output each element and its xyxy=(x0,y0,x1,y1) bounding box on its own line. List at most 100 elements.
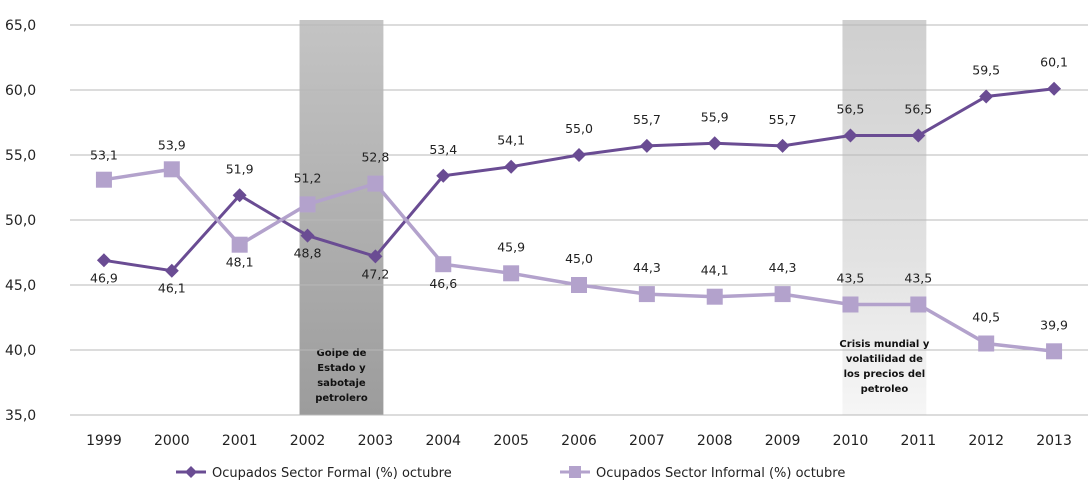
annotation-text: volatilidad de xyxy=(846,354,923,365)
data-label-informal: 48,1 xyxy=(226,255,254,270)
data-point-formal xyxy=(843,128,858,143)
legend-marker-informal xyxy=(569,466,581,478)
data-label-informal: 45,9 xyxy=(497,239,525,254)
data-label-formal: 51,9 xyxy=(226,161,254,176)
data-point-formal xyxy=(911,128,926,143)
data-label-formal: 54,1 xyxy=(497,133,525,148)
data-point-informal xyxy=(163,161,180,178)
annotation-text: petroleo xyxy=(861,384,909,395)
x-tick-label: 2010 xyxy=(833,433,869,449)
y-tick-label: 55,0 xyxy=(5,148,36,164)
data-label-informal: 53,1 xyxy=(90,148,118,163)
data-point-formal xyxy=(164,263,179,278)
shaded-period-band xyxy=(299,20,384,415)
series-lines xyxy=(95,81,1063,360)
data-label-informal: 39,9 xyxy=(1040,317,1068,332)
x-axis-ticks: 1999 2000 2001 2002 2003 2004 2005 2006 2007 2008… xyxy=(86,433,1072,449)
grid-lines xyxy=(70,24,1088,416)
data-label-informal: 46,6 xyxy=(429,276,457,291)
data-point-informal xyxy=(95,171,112,188)
x-tick-label: 2000 xyxy=(154,433,190,449)
legend-label-formal: Ocupados Sector Formal (%) octubre xyxy=(212,466,452,481)
data-label-formal: 56,5 xyxy=(904,102,932,117)
data-label-informal: 40,5 xyxy=(972,310,1000,325)
data-point-informal xyxy=(299,196,316,213)
annotation-text: sabotaje xyxy=(317,378,366,389)
y-tick-label: 60,0 xyxy=(5,83,36,99)
data-point-formal xyxy=(368,249,383,264)
data-label-informal: 53,9 xyxy=(158,137,186,152)
annotation-text: Golpe de xyxy=(317,348,367,359)
annotation-text: Crisis mundial y xyxy=(839,339,929,350)
data-point-formal xyxy=(979,89,994,104)
x-tick-label: 2005 xyxy=(493,433,529,449)
x-tick-label: 2013 xyxy=(1036,433,1072,449)
data-label-informal: 43,5 xyxy=(837,271,865,286)
y-tick-label: 40,0 xyxy=(5,343,36,359)
x-tick-label: 1999 xyxy=(86,433,122,449)
data-point-informal xyxy=(367,175,384,192)
data-point-informal xyxy=(774,286,791,303)
x-tick-label: 2006 xyxy=(561,433,597,449)
data-point-informal xyxy=(978,335,995,352)
data-label-informal: 51,2 xyxy=(294,170,322,185)
annotation-text: los precios del xyxy=(844,369,926,380)
data-point-informal xyxy=(503,265,520,282)
shaded-periods: Golpe de Estado y sabotaje petrolero Crisis … xyxy=(299,20,930,415)
annotation-text: petrolero xyxy=(315,393,368,404)
data-point-informal xyxy=(638,286,655,303)
data-label-formal: 46,9 xyxy=(90,270,118,285)
x-tick-label: 2012 xyxy=(968,433,1004,449)
data-point-informal xyxy=(842,296,859,313)
data-label-informal: 44,3 xyxy=(633,260,661,275)
data-label-informal: 44,3 xyxy=(769,260,797,275)
y-tick-label: 65,0 xyxy=(5,18,36,34)
data-label-formal: 55,7 xyxy=(633,112,661,127)
data-point-formal xyxy=(436,168,451,183)
data-label-informal: 45,0 xyxy=(565,251,593,266)
data-point-informal xyxy=(231,236,248,253)
data-point-formal xyxy=(504,159,519,174)
y-tick-label: 50,0 xyxy=(5,213,36,229)
data-label-formal: 55,9 xyxy=(701,109,729,124)
data-point-formal xyxy=(572,148,586,162)
x-tick-label: 2007 xyxy=(629,433,665,449)
data-label-formal: 60,1 xyxy=(1040,55,1068,70)
x-tick-label: 2009 xyxy=(765,433,801,449)
data-point-informal xyxy=(910,296,927,313)
data-point-informal xyxy=(1046,343,1063,360)
data-label-formal: 46,1 xyxy=(158,281,186,296)
data-point-formal xyxy=(1047,81,1062,96)
y-axis-ticks: 35,0 40,0 45,0 50,0 55,0 60,0 65,0 xyxy=(5,18,36,424)
annotation-text: Estado y xyxy=(317,363,366,374)
data-point-formal xyxy=(639,138,654,153)
x-tick-label: 2003 xyxy=(358,433,394,449)
x-tick-label: 2001 xyxy=(222,433,258,449)
data-point-informal xyxy=(435,256,452,273)
data-label-formal: 56,5 xyxy=(837,102,865,117)
data-point-formal xyxy=(96,253,111,268)
y-tick-label: 45,0 xyxy=(5,278,36,294)
legend-marker-formal xyxy=(185,466,197,478)
x-tick-label: 2011 xyxy=(901,433,937,449)
data-label-informal: 52,8 xyxy=(361,150,389,165)
data-point-informal xyxy=(706,288,723,305)
data-point-formal xyxy=(232,188,247,203)
data-label-formal: 53,4 xyxy=(429,142,457,157)
data-label-informal: 43,5 xyxy=(904,271,932,286)
x-tick-label: 2004 xyxy=(425,433,461,449)
data-labels: 46,9 46,1 51,9 48,8 47,2 53,4 54,1 55,0 55,7 55,9… xyxy=(90,55,1068,333)
legend-label-informal: Ocupados Sector Informal (%) octubre xyxy=(596,466,845,481)
data-point-formal xyxy=(775,138,790,153)
data-label-formal: 48,8 xyxy=(294,246,322,261)
data-label-formal: 47,2 xyxy=(361,266,389,281)
data-label-formal: 55,0 xyxy=(565,121,593,136)
data-label-informal: 44,1 xyxy=(701,263,729,278)
data-label-formal: 55,7 xyxy=(769,112,797,127)
data-point-formal xyxy=(300,228,315,243)
legend: Ocupados Sector Formal (%) octubre Ocupad… xyxy=(176,466,845,481)
data-label-formal: 59,5 xyxy=(972,63,1000,78)
y-tick-label: 35,0 xyxy=(5,408,36,424)
x-tick-label: 2002 xyxy=(290,433,326,449)
